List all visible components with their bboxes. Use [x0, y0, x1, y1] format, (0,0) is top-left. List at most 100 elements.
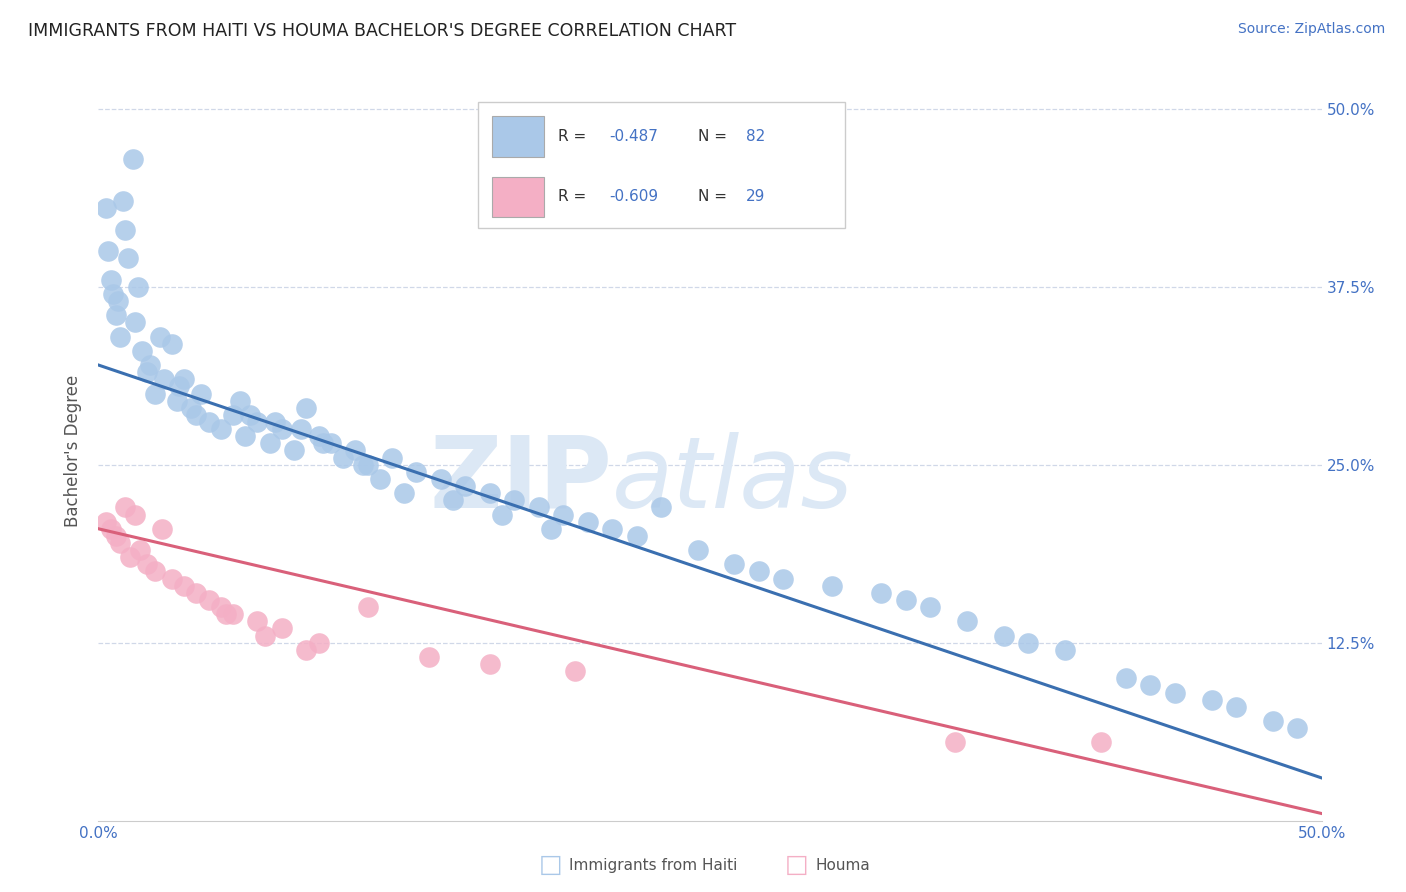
Point: [527, 500, 550, 515]
Point: [283, 443, 305, 458]
Point: [117, 252, 139, 266]
Point: [150, 522, 173, 536]
Point: [626, 529, 648, 543]
Text: Source: ZipAtlas.com: Source: ZipAtlas.com: [1237, 22, 1385, 37]
Point: [270, 422, 294, 436]
Point: [233, 429, 256, 443]
Point: [136, 365, 159, 379]
Point: [124, 508, 146, 522]
Point: [121, 152, 143, 166]
Point: [1115, 671, 1137, 685]
Point: [94, 515, 117, 529]
Point: [222, 607, 245, 622]
Text: atlas: atlas: [612, 432, 853, 529]
Point: [270, 622, 294, 636]
Point: [114, 223, 136, 237]
Point: [943, 735, 966, 749]
Point: [1286, 721, 1309, 735]
Point: [1053, 642, 1076, 657]
Point: [143, 565, 166, 579]
Point: [821, 579, 844, 593]
Point: [229, 393, 252, 408]
Point: [246, 415, 269, 429]
Point: [356, 600, 378, 615]
Point: [870, 586, 893, 600]
Point: [553, 508, 575, 522]
Point: [405, 465, 427, 479]
Point: [295, 401, 318, 415]
Point: [167, 379, 190, 393]
Point: [186, 408, 208, 422]
Point: [430, 472, 453, 486]
Point: [503, 493, 526, 508]
Point: [100, 522, 122, 536]
Text: Houma: Houma: [815, 858, 870, 872]
Point: [454, 479, 477, 493]
Point: [319, 436, 342, 450]
Point: [246, 615, 269, 629]
Point: [209, 600, 232, 615]
Point: [748, 565, 770, 579]
Point: [956, 615, 979, 629]
Point: [1261, 714, 1284, 728]
Point: [131, 343, 153, 358]
Point: [104, 308, 127, 322]
Point: [136, 558, 159, 572]
Point: [1201, 692, 1223, 706]
Point: [100, 272, 122, 286]
Point: [491, 508, 513, 522]
Point: [650, 500, 672, 515]
Text: ZIP: ZIP: [429, 432, 612, 529]
Point: [214, 607, 236, 622]
Point: [295, 642, 318, 657]
Point: [127, 279, 149, 293]
Point: [143, 386, 166, 401]
Point: [166, 393, 188, 408]
Point: [312, 436, 335, 450]
Point: [101, 286, 124, 301]
Point: [344, 443, 367, 458]
Point: [259, 436, 281, 450]
Point: [368, 472, 391, 486]
Point: [772, 572, 794, 586]
Point: [381, 450, 404, 465]
Text: □: □: [538, 854, 562, 877]
Point: [332, 450, 354, 465]
Point: [114, 500, 136, 515]
Point: [686, 543, 709, 558]
Y-axis label: Bachelor's Degree: Bachelor's Degree: [65, 375, 83, 526]
Point: [253, 628, 276, 642]
Point: [173, 372, 195, 386]
Point: [478, 657, 501, 671]
Point: [564, 664, 586, 678]
Point: [124, 315, 146, 329]
Point: [197, 415, 219, 429]
Point: [153, 372, 176, 386]
Point: [263, 415, 285, 429]
Point: [478, 486, 501, 500]
Point: [160, 336, 183, 351]
Point: [173, 579, 195, 593]
Point: [418, 649, 440, 664]
Point: [1090, 735, 1112, 749]
Point: [920, 600, 942, 615]
Point: [993, 628, 1015, 642]
Point: [308, 635, 330, 649]
Point: [104, 529, 127, 543]
Text: □: □: [785, 854, 808, 877]
Point: [540, 522, 562, 536]
Point: [352, 458, 374, 472]
Point: [239, 408, 262, 422]
Point: [129, 543, 152, 558]
Point: [190, 386, 212, 401]
Point: [209, 422, 232, 436]
Point: [723, 558, 745, 572]
Point: [1164, 685, 1187, 699]
Point: [110, 329, 132, 343]
Point: [1225, 699, 1247, 714]
Point: [94, 202, 117, 216]
Point: [356, 458, 378, 472]
Point: [139, 358, 162, 372]
Point: [149, 329, 172, 343]
Point: [97, 244, 120, 259]
